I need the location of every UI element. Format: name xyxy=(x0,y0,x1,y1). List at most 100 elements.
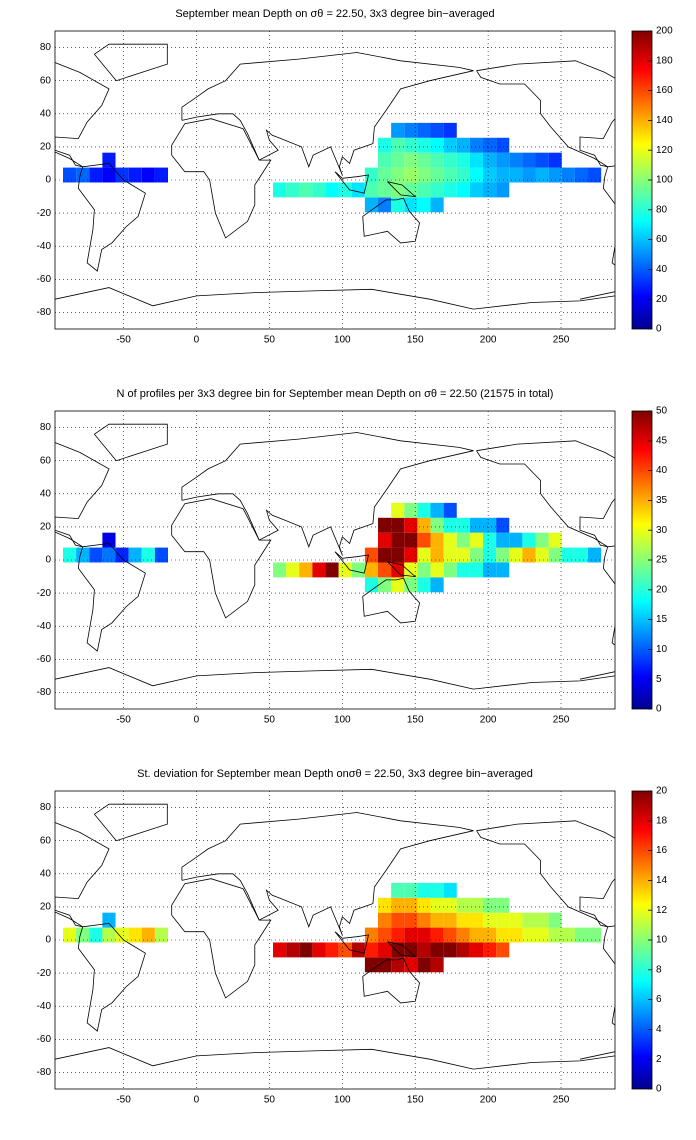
panel: St. deviation for September mean Depth o… xyxy=(37,768,668,1106)
bin-cell xyxy=(430,577,444,593)
x-tick-label: 250 xyxy=(553,715,570,726)
bin-cell xyxy=(102,912,116,928)
bin-cell xyxy=(483,137,497,153)
bin-cell xyxy=(404,912,418,928)
bin-cell xyxy=(391,122,405,138)
coastline xyxy=(476,440,615,548)
bin-cell xyxy=(535,167,549,183)
bin-cell xyxy=(391,912,405,928)
bin-cell xyxy=(391,577,405,593)
colorbar-tick-label: 5 xyxy=(656,674,662,685)
bin-cell xyxy=(364,547,379,563)
bin-cell xyxy=(404,532,418,548)
colorbar-tick-label: 20 xyxy=(656,294,668,305)
colorbar-tick-label: 16 xyxy=(656,845,668,856)
bin-cell xyxy=(535,547,549,563)
coastline xyxy=(181,432,474,556)
x-tick-label: 50 xyxy=(264,715,276,726)
bin-cell xyxy=(364,577,379,593)
bin-cell xyxy=(509,152,523,168)
bin-cell xyxy=(299,182,313,198)
coastline xyxy=(362,577,421,624)
bin-cell xyxy=(588,167,602,183)
coastline xyxy=(93,803,168,842)
bin-cell xyxy=(574,547,589,563)
coastline xyxy=(362,957,421,1004)
bin-cell xyxy=(286,182,300,198)
y-tick-label: -20 xyxy=(37,968,52,979)
bin-cell xyxy=(404,957,418,973)
bin-cell xyxy=(115,547,129,563)
bin-cell xyxy=(496,942,510,958)
coastline xyxy=(55,822,110,928)
bin-cell xyxy=(535,152,549,168)
chart-title: St. deviation for September mean Depth o… xyxy=(137,768,533,780)
coastline xyxy=(476,60,615,168)
coastline xyxy=(55,667,615,690)
y-tick-label: -60 xyxy=(37,654,52,665)
y-tick-label: -40 xyxy=(37,1001,52,1012)
bin-cell xyxy=(443,942,457,958)
bin-cell xyxy=(456,897,470,913)
bin-cell xyxy=(299,942,313,958)
y-tick-label: -60 xyxy=(37,1034,52,1045)
bin-cell xyxy=(404,182,418,198)
bin-cell xyxy=(391,562,405,578)
bin-cell xyxy=(378,532,392,548)
x-tick-label: 50 xyxy=(264,1095,276,1106)
x-tick-label: 250 xyxy=(553,1095,570,1106)
colorbar-tick-label: 100 xyxy=(656,175,673,186)
bin-cell xyxy=(417,152,431,168)
bin-cell xyxy=(378,912,392,928)
bin-cell xyxy=(128,167,142,183)
bin-cell xyxy=(469,897,484,913)
colorbar-tick-label: 15 xyxy=(656,614,668,625)
bin-cell xyxy=(89,547,103,563)
bin-cell xyxy=(102,167,116,183)
coastline xyxy=(171,878,272,999)
bin-cell xyxy=(325,562,339,578)
x-tick-label: 0 xyxy=(194,715,200,726)
bin-cell xyxy=(430,562,444,578)
bin-cell xyxy=(404,137,418,153)
y-tick-label: 80 xyxy=(40,422,52,433)
bin-cell xyxy=(417,547,431,563)
colorbar-tick-label: 10 xyxy=(656,644,668,655)
bin-cell xyxy=(404,122,418,138)
y-tick-label: 20 xyxy=(40,902,52,913)
bin-cell xyxy=(456,182,470,198)
bin-cell xyxy=(483,532,497,548)
bin-cell xyxy=(443,167,457,183)
coastline xyxy=(181,812,474,936)
bin-cell xyxy=(430,882,444,898)
colorbar-tick-label: 40 xyxy=(656,264,668,275)
bin-cell xyxy=(404,927,418,943)
bin-cell xyxy=(154,927,169,943)
y-tick-label: 80 xyxy=(40,802,52,813)
bin-cell xyxy=(391,517,405,533)
colorbar-tick-label: 160 xyxy=(656,85,673,96)
bin-cell xyxy=(469,167,484,183)
bin-cell xyxy=(325,182,339,198)
bin-cell xyxy=(496,547,510,563)
colorbar-tick-label: 60 xyxy=(656,234,668,245)
y-tick-label: 40 xyxy=(40,108,52,119)
bin-cell xyxy=(154,167,169,183)
coastline xyxy=(387,181,417,198)
coastline xyxy=(362,197,421,244)
bin-cell xyxy=(378,942,392,958)
bin-cell xyxy=(496,897,510,913)
bin-cell xyxy=(469,137,484,153)
colorbar-tick-label: 200 xyxy=(656,26,673,37)
bin-cell xyxy=(128,927,142,943)
bin-cell xyxy=(483,517,497,533)
coastline xyxy=(55,287,615,310)
bin-cell xyxy=(273,942,287,958)
bin-cell xyxy=(63,167,77,183)
bin-cell xyxy=(548,152,562,168)
panel: September mean Depth on σθ = 22.50, 3x3 … xyxy=(37,8,674,346)
bin-cell xyxy=(378,517,392,533)
colorbar-tick-label: 0 xyxy=(656,704,662,715)
